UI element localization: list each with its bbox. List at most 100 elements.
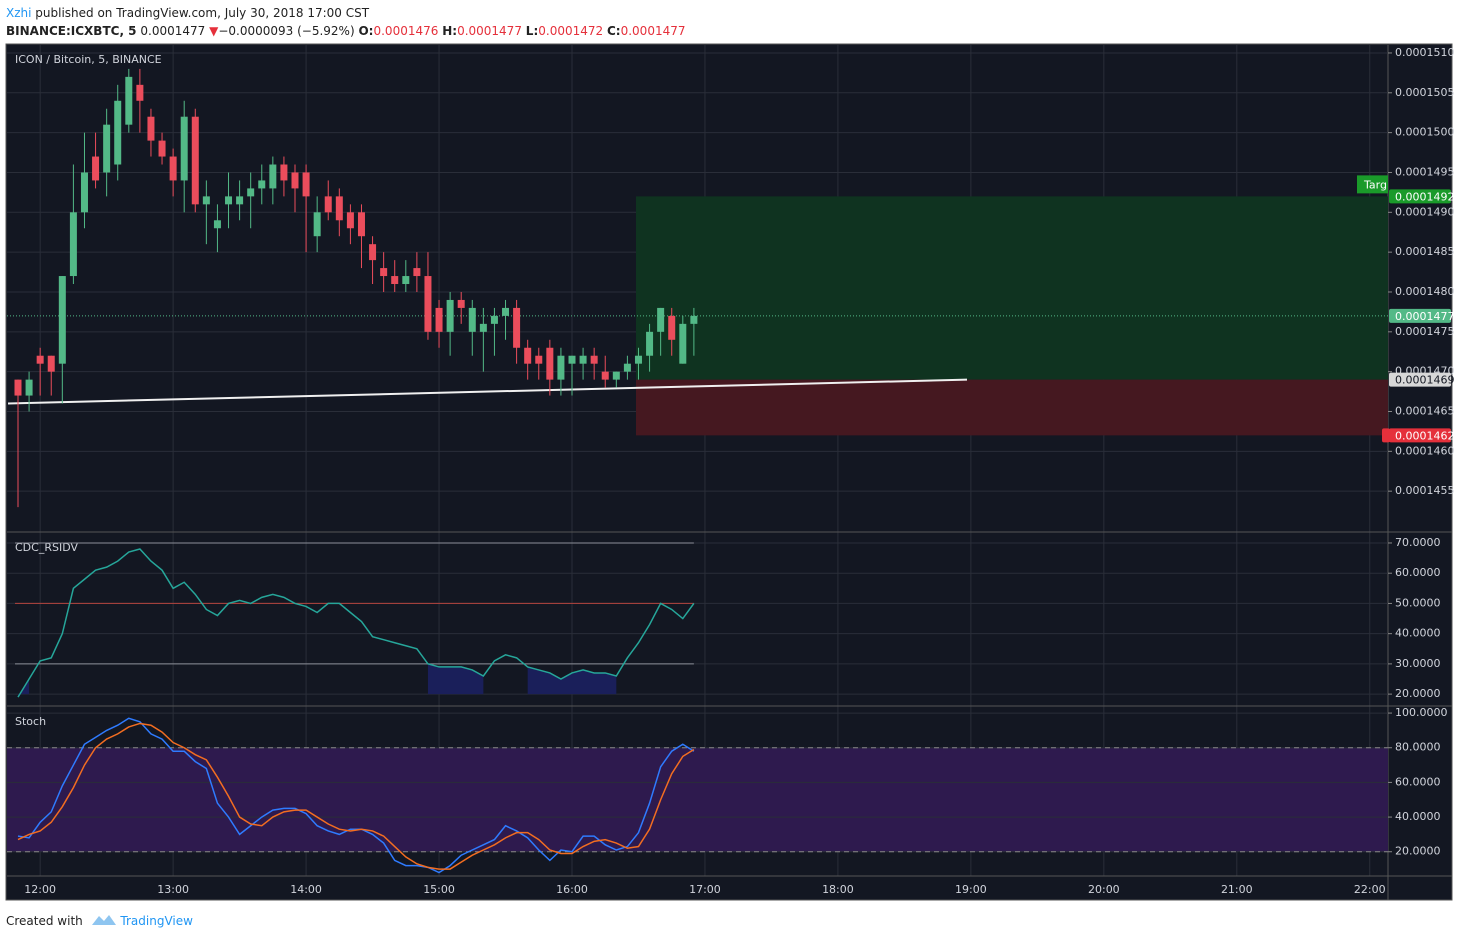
candle-body [324,196,332,213]
published: published on TradingView.com, July 30, 2… [31,6,370,20]
candle-body [468,307,476,332]
candle-body [446,299,454,332]
y-tick-label: 0.0001480 [1395,285,1455,298]
ohlc-label: O: [358,24,374,38]
candle-body [69,212,77,277]
candle-body [369,244,377,261]
y-tick-label: 0.0001485 [1395,245,1455,258]
panel-title: CDC_RSIDV [15,541,78,554]
x-tick-label: 19:00 [955,883,987,896]
y-tick-label: 0.0001465 [1395,404,1455,417]
y-tick-label: 0.0001500 [1395,126,1455,139]
y-tick-label: 0.0001505 [1395,86,1455,99]
y-tick-label: 20.0000 [1395,687,1441,700]
candle-body [335,196,343,221]
candle-body [114,100,122,165]
ohlc-value: 0.0001476 [373,24,439,38]
candle-body [302,172,310,197]
trendline [7,378,968,405]
arrow: ▼ [209,24,219,38]
x-tick-label: 17:00 [689,883,721,896]
x-tick-label: 16:00 [556,883,588,896]
y-tick-label: 30.0000 [1395,657,1441,670]
ohlc-label: H: [442,24,458,38]
candle-body [169,156,177,181]
price: 0.0001477 [140,24,206,38]
candle-body [247,188,255,197]
candle-body [25,379,33,396]
candle-body [92,156,100,181]
candle-body [80,172,88,213]
candle-body [402,276,410,285]
candle-body [668,315,676,340]
candle-body [236,196,244,205]
x-tick-label: 20:00 [1088,883,1120,896]
publish-line: Xzhi published on TradingView.com, July … [6,4,686,22]
candle-body [590,355,598,364]
y-tick-label: 0.0001455 [1395,484,1455,497]
x-tick-label: 18:00 [822,883,854,896]
y-tick-label: 40.0000 [1395,810,1441,823]
candle-body [313,212,321,237]
brand[interactable]: TradingView [120,914,193,928]
price-badge [1389,428,1451,443]
price-badge [1389,372,1451,387]
stoch-band [7,747,1388,852]
candle-body [103,124,111,173]
panel-title: ICON / Bitcoin, 5, BINANCE [15,53,162,66]
candle-body [435,307,443,332]
price-badge-label: 0.0001469 [1395,374,1455,387]
candle-body [346,212,354,229]
created-with: Created with [6,914,83,928]
symbol: BINANCE:ICXBTC, 5 [6,24,137,38]
y-tick-label: 100.0000 [1395,706,1448,719]
symbol-line: BINANCE:ICXBTC, 5 0.0001477 ▼−0.0000093 … [6,22,686,40]
y-tick-label: 0.0001495 [1395,165,1455,178]
candle-body [380,268,388,277]
candle-body [557,355,565,380]
y-tick-label: 80.0000 [1395,741,1441,754]
candle-body [147,116,155,141]
x-tick-label: 12:00 [24,883,56,896]
ohlc-label: L: [525,24,539,38]
candle-body [269,164,277,189]
ohlc-value: 0.0001477 [620,24,686,38]
series-line [17,717,695,874]
change: −0.0000093 (−5.92%) [218,24,355,38]
candle-body [524,347,532,364]
target-tag-label: Targ [1363,178,1387,191]
y-tick-label: 0.0001490 [1395,205,1455,218]
candle-body [357,212,365,237]
y-tick-label: 60.0000 [1395,566,1441,579]
y-tick-label: 0.0001475 [1395,325,1455,338]
ohlc-label: C: [606,24,621,38]
user[interactable]: Xzhi [6,6,32,20]
x-tick-label: 21:00 [1221,883,1253,896]
x-tick-label: 22:00 [1354,883,1386,896]
y-tick-label: 50.0000 [1395,596,1441,609]
y-tick-label: 70.0000 [1395,536,1441,549]
y-tick-label: 0.0001460 [1395,444,1455,457]
series-line [17,722,695,870]
price-badge [1389,308,1451,323]
series-line [17,548,695,698]
candle-body [457,299,465,308]
candle-body [490,315,498,324]
candle-body [424,276,432,332]
candle-body [535,355,543,364]
price-badge-label: 0.0001492 [1395,190,1455,203]
candle-body [601,371,609,380]
candle-body [14,379,22,396]
candle-body [258,180,266,189]
candle-body [479,323,487,332]
target-tag [1357,175,1388,194]
candle-body [180,116,188,181]
stop-marker [1382,428,1390,443]
candle-body [679,323,687,364]
candle-body [502,307,510,316]
ohlc-value: 0.0001472 [538,24,604,38]
candle-body [579,355,587,364]
header: Xzhi published on TradingView.com, July … [6,4,686,40]
candle-body [568,355,576,364]
